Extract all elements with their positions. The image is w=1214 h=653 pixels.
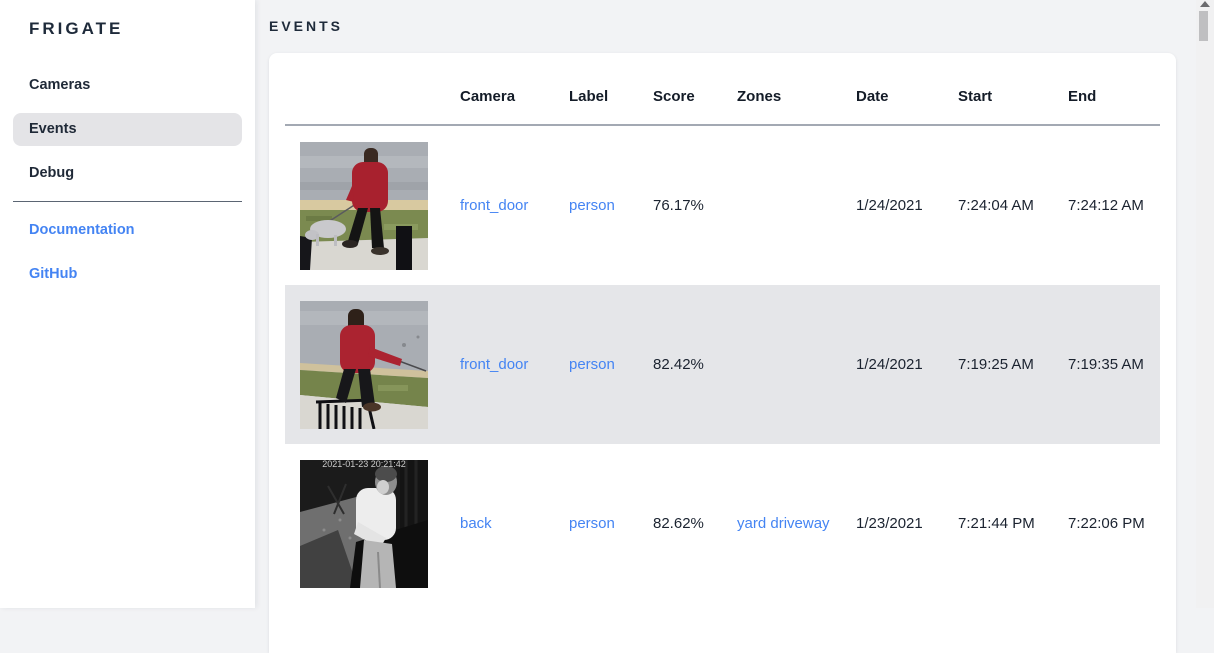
camera-cell: back (445, 515, 554, 532)
thumbnail-timestamp-overlay: 2021-01-23 20:21:42 (322, 460, 406, 469)
column-header-zones: Zones (722, 88, 841, 124)
date-cell: 1/23/2021 (841, 515, 943, 532)
events-card: Camera Label Score Zones Date Start End (269, 53, 1176, 653)
column-header-date: Date (841, 88, 943, 124)
zone-link-driveway[interactable]: driveway (770, 512, 829, 536)
sidebar-link-documentation[interactable]: Documentation (13, 214, 242, 247)
table-row-highlighted[interactable]: front_door person 82.42% 1/24/2021 7:19:… (285, 285, 1160, 444)
camera-cell: front_door (445, 356, 554, 373)
end-cell: 7:19:35 AM (1053, 356, 1159, 373)
scroll-up-arrow-icon[interactable] (1200, 1, 1210, 7)
label-link[interactable]: person (569, 515, 615, 532)
start-cell: 7:24:04 AM (943, 197, 1053, 214)
score-cell: 76.17% (638, 197, 722, 214)
score-cell: 82.42% (638, 356, 722, 373)
camera-link[interactable]: back (460, 515, 492, 532)
event-thumbnail[interactable] (300, 301, 428, 429)
table-header-row: Camera Label Score Zones Date Start End (285, 53, 1160, 126)
main-content: EVENTS Camera Label Score Zones Date Sta… (255, 0, 1196, 608)
column-header-thumbnail (285, 105, 445, 124)
scrollbar-thumb[interactable] (1199, 11, 1208, 41)
event-thumbnail[interactable] (300, 142, 428, 270)
column-header-end: End (1053, 88, 1159, 124)
end-cell: 7:22:06 PM (1053, 515, 1159, 532)
camera-link[interactable]: front_door (460, 356, 528, 373)
camera-link[interactable]: front_door (460, 197, 528, 214)
label-cell: person (554, 515, 638, 532)
label-link[interactable]: person (569, 356, 615, 373)
zone-link-yard[interactable]: yard (737, 512, 766, 536)
thumbnail-cell (285, 301, 445, 429)
column-header-camera: Camera (445, 88, 554, 124)
column-header-label: Label (554, 88, 638, 124)
thumbnail-cell (285, 142, 445, 270)
event-thumbnail[interactable]: 2021-01-23 20:21:42 (300, 460, 428, 588)
page-title: EVENTS (269, 18, 1176, 34)
thumbnail-cell: 2021-01-23 20:21:42 (285, 460, 445, 588)
table-row[interactable]: front_door person 76.17% 1/24/2021 7:24:… (285, 126, 1160, 285)
end-cell: 7:24:12 AM (1053, 197, 1159, 214)
label-cell: person (554, 356, 638, 373)
column-header-start: Start (943, 88, 1053, 124)
sidebar-item-debug[interactable]: Debug (13, 157, 242, 190)
label-cell: person (554, 197, 638, 214)
camera-cell: front_door (445, 197, 554, 214)
sidebar-item-events[interactable]: Events (13, 113, 242, 146)
scrollbar[interactable] (1196, 0, 1214, 608)
sidebar-nav: Cameras Events Debug Documentation GitHu… (13, 69, 242, 291)
app-title: FRIGATE (29, 19, 242, 39)
zones-cell: yard driveway (722, 512, 841, 536)
date-cell: 1/24/2021 (841, 356, 943, 373)
column-header-score: Score (638, 88, 722, 124)
date-cell: 1/24/2021 (841, 197, 943, 214)
score-cell: 82.62% (638, 515, 722, 532)
sidebar: FRIGATE Cameras Events Debug Documentati… (0, 0, 255, 608)
start-cell: 7:21:44 PM (943, 515, 1053, 532)
sidebar-link-github[interactable]: GitHub (13, 258, 242, 291)
sidebar-divider (13, 201, 242, 202)
label-link[interactable]: person (569, 197, 615, 214)
table-row[interactable]: 2021-01-23 20:21:42 back person 82.62% y… (285, 444, 1160, 603)
start-cell: 7:19:25 AM (943, 356, 1053, 373)
sidebar-item-cameras[interactable]: Cameras (13, 69, 242, 102)
